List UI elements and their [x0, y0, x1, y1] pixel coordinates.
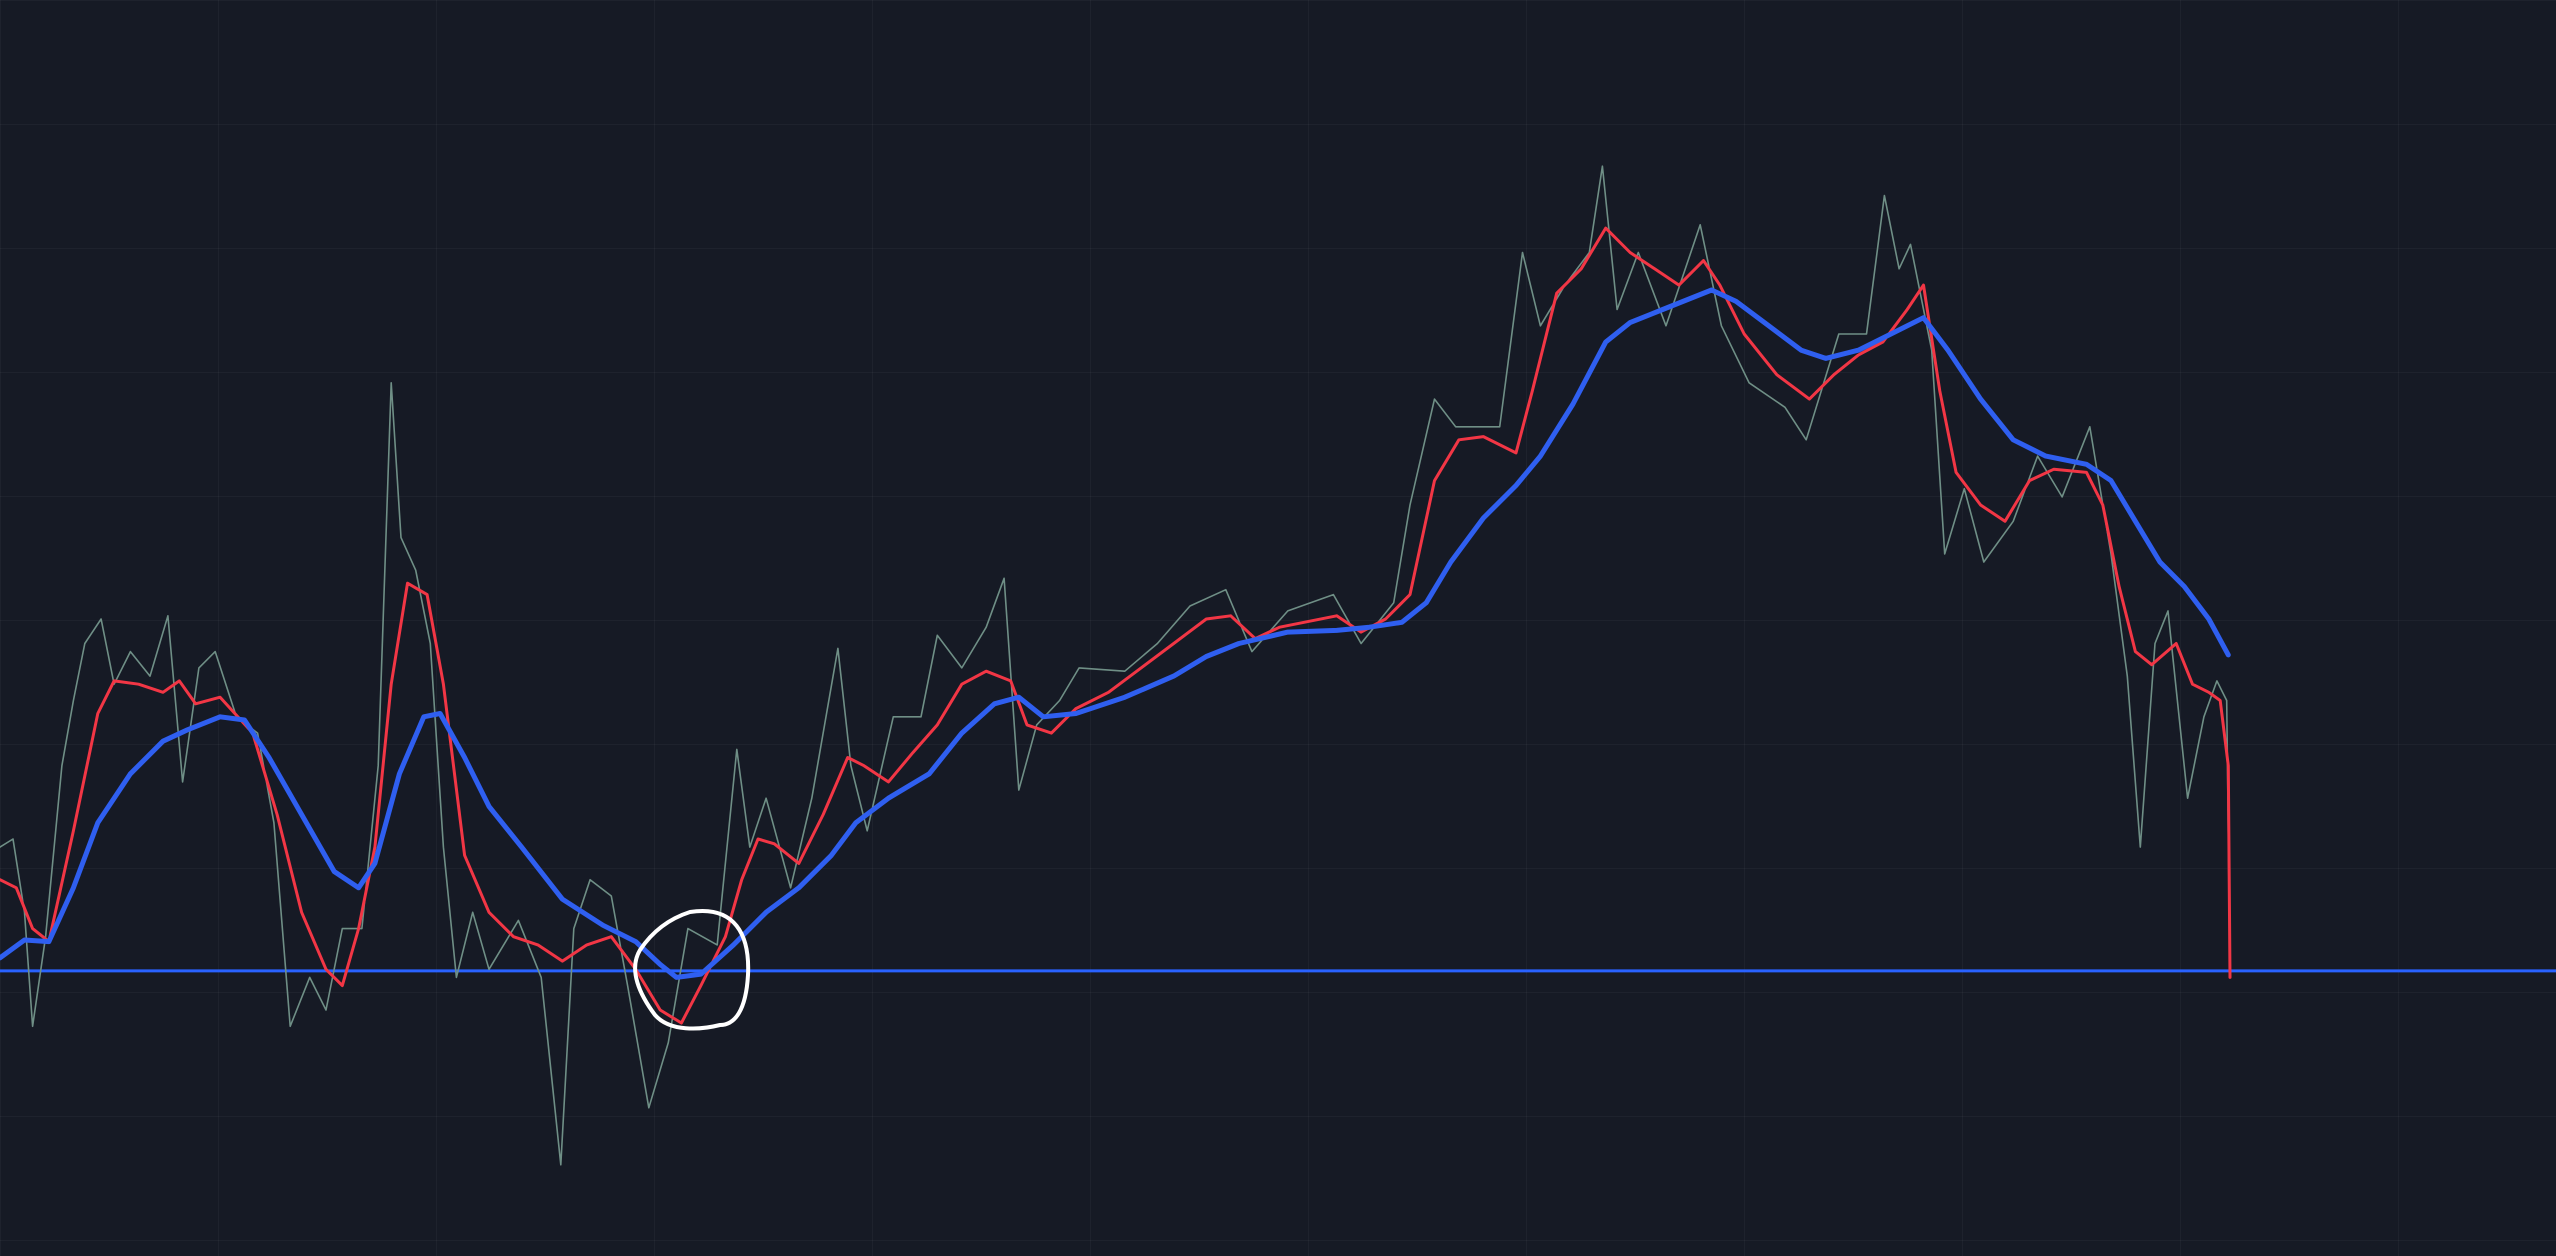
- circle-annotation: [633, 908, 751, 1031]
- plot: [0, 165, 2556, 1166]
- series-line: [0, 226, 2232, 1025]
- series-line: [0, 287, 2231, 980]
- series-line: [0, 165, 2231, 1166]
